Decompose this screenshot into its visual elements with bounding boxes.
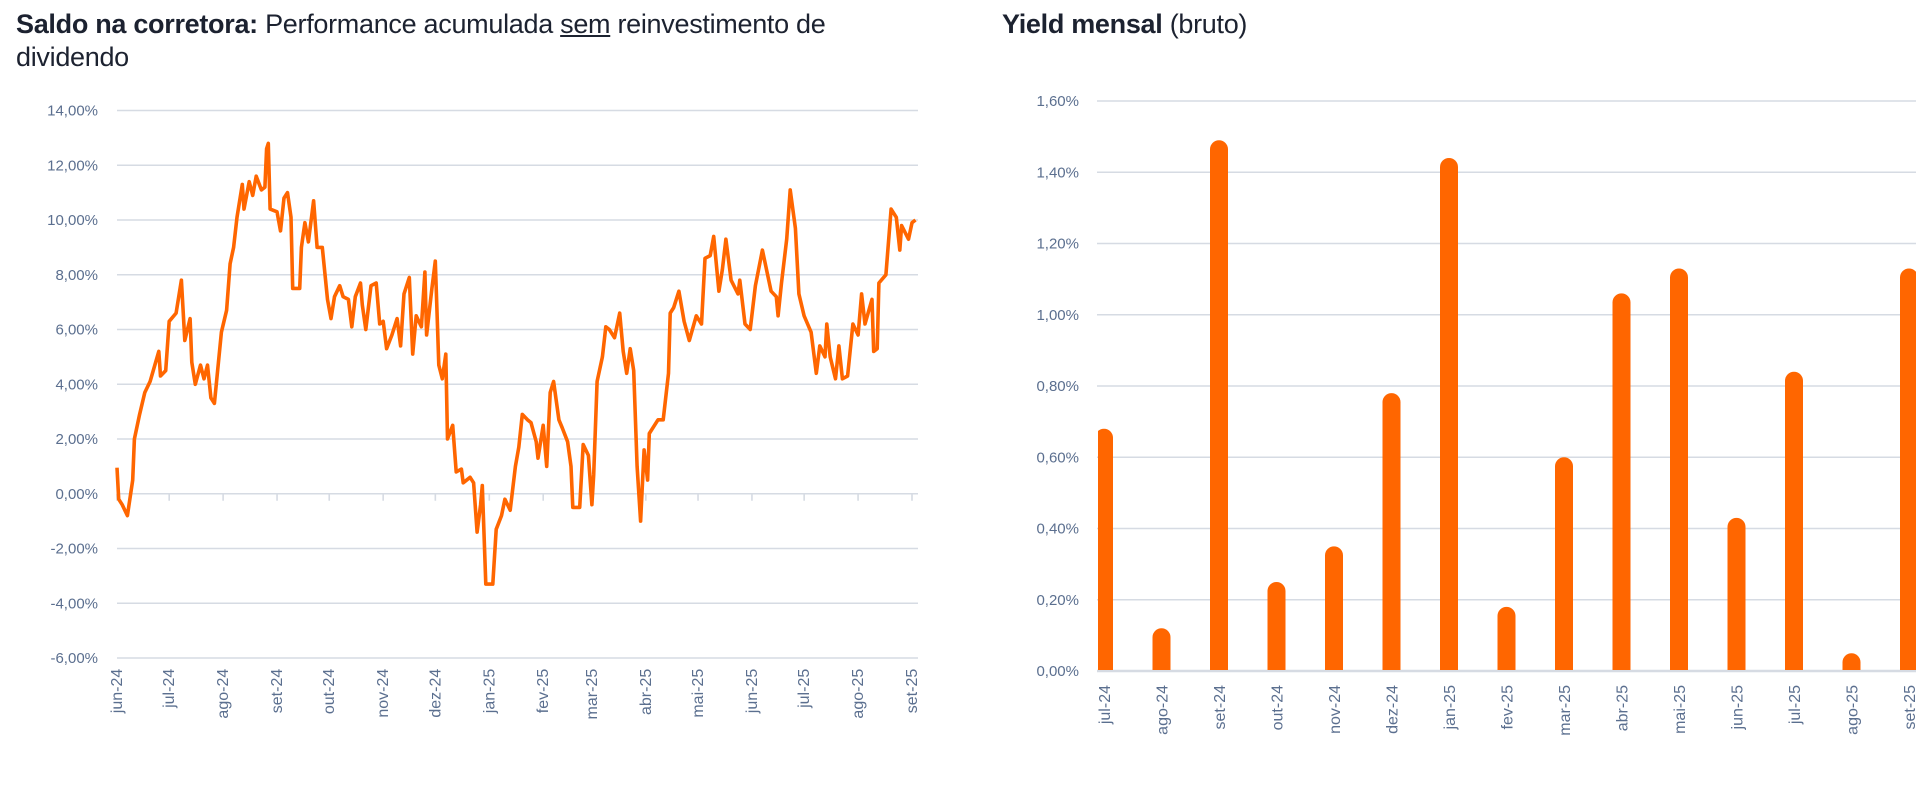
bar-out-24 (1267, 581, 1286, 670)
y-tick-label: 0,20% (1036, 592, 1079, 609)
y-tick-label: 1,40% (1036, 164, 1079, 181)
x-tick-label: ago-24 (215, 669, 232, 719)
x-tick-label: dez-24 (427, 669, 444, 718)
x-tick-label: jun-25 (744, 669, 761, 715)
x-tick-label: out-24 (321, 669, 338, 714)
bar-jul-25 (1785, 371, 1803, 670)
performance-line (115, 141, 917, 586)
x-tick-label: jun-25 (1730, 685, 1747, 731)
y-tick-label: 0,80% (1036, 378, 1079, 395)
line-chart: 14,00% 12,00% 10,00% 8,00% 6,00% 4,00% 2,00% 0,… (47, 103, 921, 720)
x-tick-label: abr-25 (638, 669, 655, 715)
y-tick-label: 6,00% (55, 322, 98, 339)
y-tick-label: 1,00% (1036, 307, 1079, 324)
y-tick-label: -6,00% (50, 650, 98, 667)
x-tick-label: jun-24 (109, 669, 126, 715)
x-tick-label: set-24 (1212, 685, 1229, 730)
bar-fev-25 (1497, 606, 1516, 670)
bar-chart-title-post: (bruto) (1169, 9, 1248, 39)
x-tick-label: mar-25 (584, 669, 601, 720)
y-tick-label: 14,00% (47, 103, 98, 120)
y-tick-label: 0,40% (1036, 521, 1079, 538)
bar-chart-title-bold: Yield mensal (1002, 9, 1163, 39)
line-chart-title: Saldo na corretora: Performance acumulad… (16, 8, 916, 74)
bar-ago-25 (1842, 653, 1861, 670)
x-tick-label: mar-25 (1557, 685, 1574, 736)
y-tick-label: 2,00% (55, 431, 98, 448)
x-tick-label: ago-25 (1845, 685, 1862, 735)
line-chart-title-pre: Performance acumulada (265, 9, 553, 39)
x-tick-label: jan-25 (1442, 685, 1459, 731)
y-tick-label: -2,00% (50, 541, 98, 558)
bar-set-24 (1210, 140, 1228, 670)
x-tick-label: jul-24 (1097, 685, 1114, 725)
y-tick-label: -4,00% (50, 595, 98, 612)
bar-nov-24 (1325, 546, 1343, 670)
x-tick-label: set-25 (1902, 685, 1919, 730)
x-tick-label: dez-24 (1385, 685, 1402, 734)
bar-jun-25 (1727, 517, 1746, 670)
y-tick-label: 4,00% (55, 376, 98, 393)
x-tick-label: nov-24 (375, 669, 392, 718)
x-tick-label: jul-24 (161, 669, 178, 709)
y-tick-label: 1,60% (1036, 93, 1079, 110)
bar-dez-24 (1382, 393, 1401, 670)
x-tick-label: set-24 (269, 669, 286, 714)
x-tick-label: jul-25 (1787, 685, 1804, 725)
y-tick-label: 10,00% (47, 212, 98, 229)
bars (1098, 140, 1916, 670)
bar-ago-24 (1152, 628, 1171, 670)
line-chart-title-bold: Saldo na corretora: (16, 9, 258, 39)
x-tick-label: out-24 (1270, 685, 1287, 730)
bar-mai-25 (1670, 268, 1688, 670)
x-tick-label: jan-25 (481, 669, 498, 715)
line-chart-title-post: reinvestimento de dividendo (16, 9, 826, 72)
x-tick-label: set-25 (904, 669, 921, 714)
bar-chart: 1,60% 1,40% 1,20% 1,00% 0,80% 0,60% 0,40% 0,20%… (1036, 93, 1919, 736)
x-tick-label: mai-25 (690, 669, 707, 718)
y-tick-label: 12,00% (47, 157, 98, 174)
x-tick-label: jul-25 (796, 669, 813, 709)
y-tick-label: 1,20% (1036, 236, 1079, 253)
y-tick-label: 0,00% (1036, 663, 1079, 680)
bar-jul-24 (1098, 428, 1113, 670)
x-tick-label: ago-24 (1155, 685, 1172, 735)
bar-set-25 (1900, 268, 1916, 670)
x-tick-label: nov-24 (1327, 685, 1344, 734)
x-tick-label: abr-25 (1615, 685, 1632, 731)
bar-jan-25 (1440, 158, 1458, 670)
y-tick-label: 0,00% (55, 486, 98, 503)
x-tick-label: mai-25 (1672, 685, 1689, 734)
line-chart-title-underlined: sem (560, 9, 611, 39)
x-tick-label: fev-25 (1500, 685, 1517, 730)
y-tick-label: 0,60% (1036, 449, 1079, 466)
bar-mar-25 (1555, 457, 1573, 670)
x-tick-label: ago-25 (850, 669, 867, 719)
bar-chart-title: Yield mensal (bruto) (1002, 8, 1247, 41)
bar-abr-25 (1612, 293, 1631, 670)
x-tick-label: fev-25 (535, 669, 552, 714)
y-tick-label: 8,00% (55, 267, 98, 284)
